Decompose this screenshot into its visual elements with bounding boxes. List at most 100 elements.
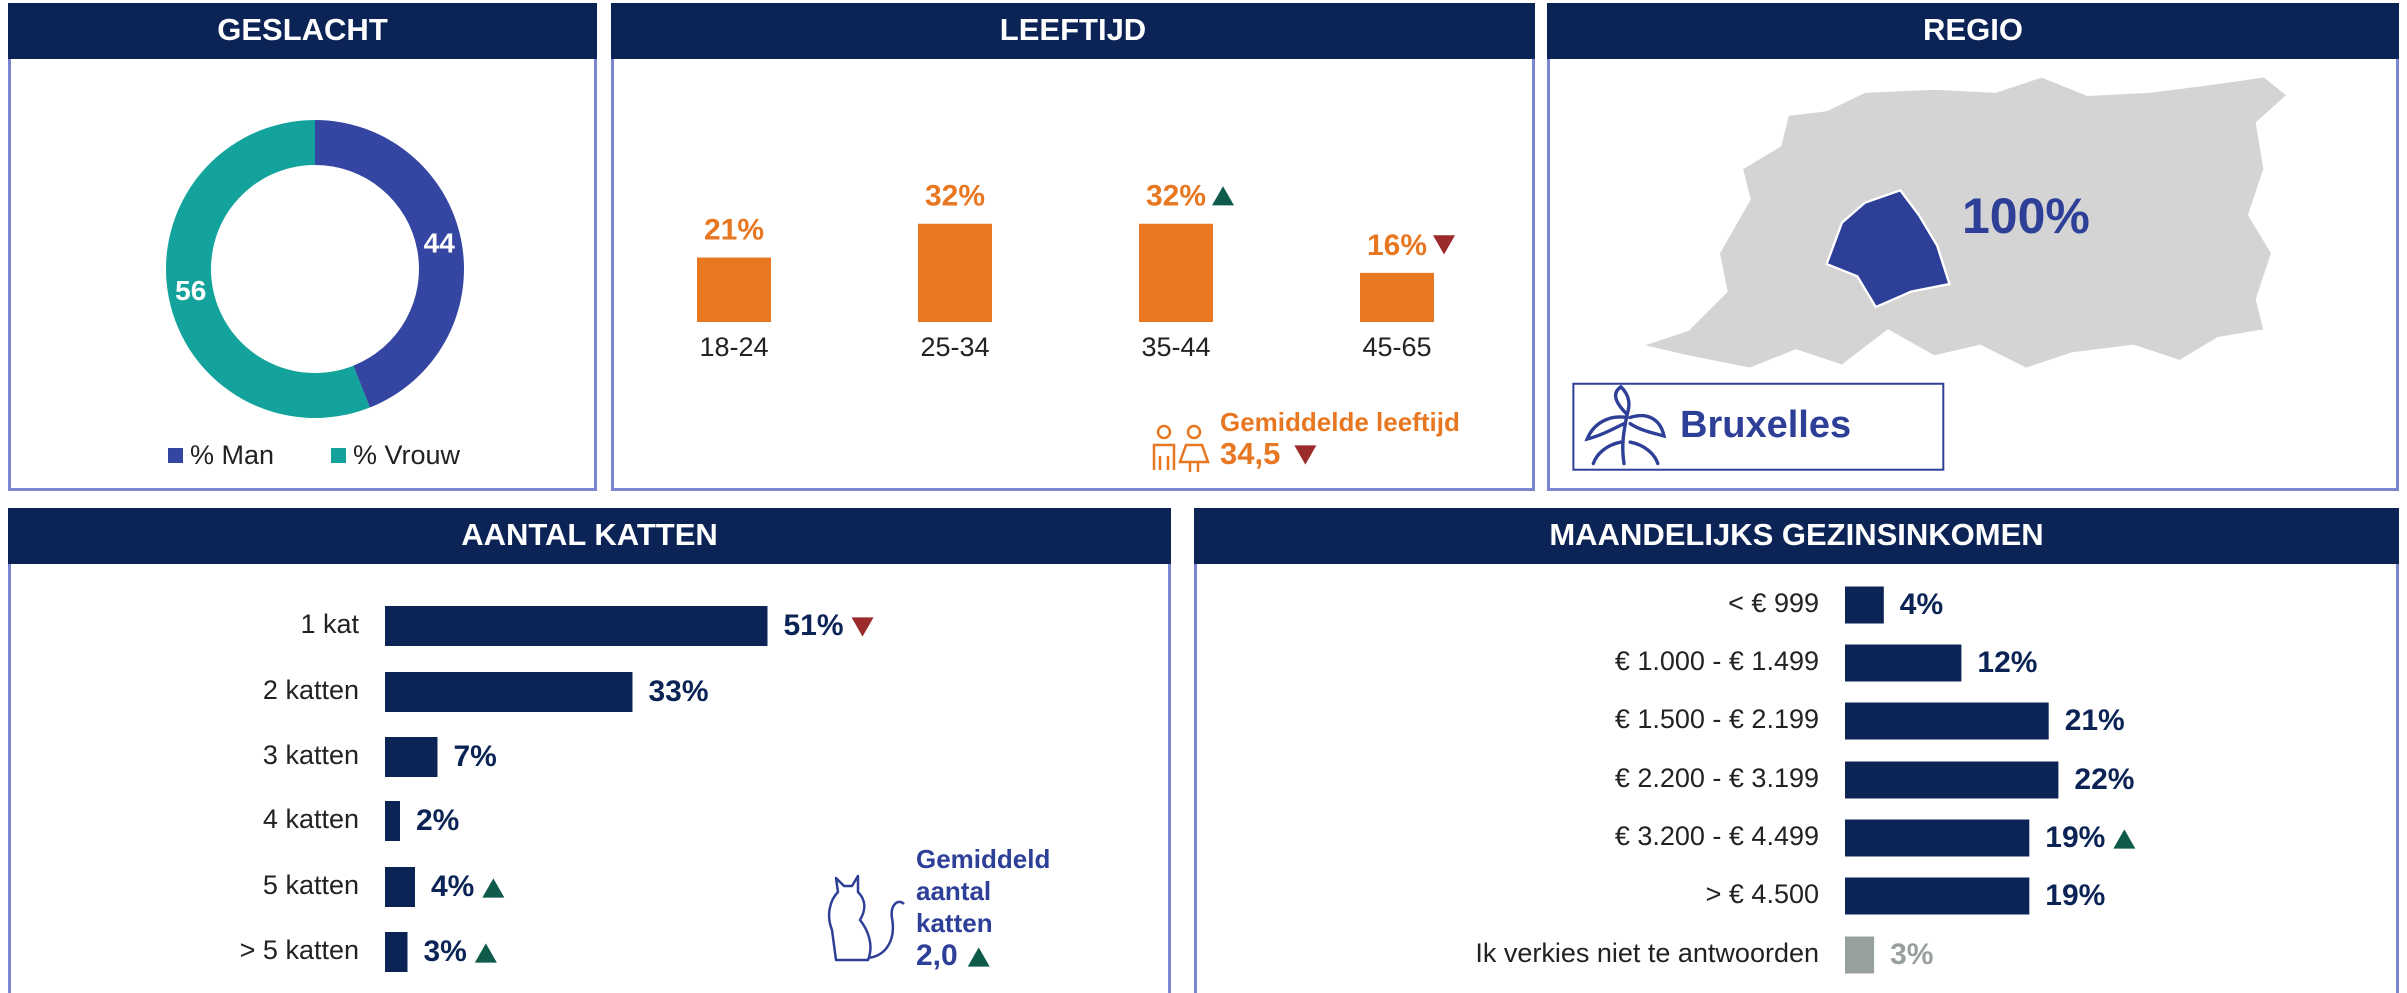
category-label: < € 999 xyxy=(1728,588,1819,618)
bar xyxy=(1360,272,1434,322)
panel xyxy=(8,508,1171,993)
trend-up xyxy=(482,878,505,898)
value-label: 19% xyxy=(2045,879,2105,912)
bar xyxy=(1845,877,2030,915)
brussels-shape xyxy=(1825,188,1951,309)
bar xyxy=(1845,644,1962,682)
value-label: 4% xyxy=(431,870,474,903)
category-label: 3 katten xyxy=(263,740,359,770)
legend-label: % Vrouw xyxy=(353,440,461,470)
legend-swatch xyxy=(168,448,183,463)
category-label: 1 kat xyxy=(300,609,359,639)
annotation-text: Gemiddeld aantal katten xyxy=(916,844,1050,938)
panel-header xyxy=(8,508,1171,564)
value-label: 3% xyxy=(1890,938,1933,971)
legend-swatch xyxy=(331,448,346,463)
trend-down xyxy=(1433,235,1456,255)
donut-label: 44 xyxy=(424,228,456,259)
belgium-shape xyxy=(1639,75,2289,370)
annotation-value: 2,0 xyxy=(916,939,958,972)
panel-title: LEEFTIJD xyxy=(1000,12,1146,47)
value-label: 33% xyxy=(649,675,709,708)
value-label: 51% xyxy=(784,609,844,642)
region-label: Bruxelles xyxy=(1680,404,1851,446)
category-label: 35-44 xyxy=(1141,332,1210,362)
iris-icon xyxy=(1584,384,1667,466)
legend-label: % Man xyxy=(190,440,274,470)
bar xyxy=(385,932,408,972)
region-map xyxy=(1572,75,2289,471)
donut-segment xyxy=(166,120,370,418)
panel-header xyxy=(1194,508,2399,564)
bar xyxy=(385,606,768,646)
category-label: 4 katten xyxy=(263,804,359,834)
bar xyxy=(1845,936,1875,974)
value-label: 4% xyxy=(1900,588,1943,621)
bar xyxy=(1845,761,2059,799)
icon-part xyxy=(1186,424,1202,440)
value-label: 12% xyxy=(1977,646,2037,679)
trend-up xyxy=(967,947,990,967)
annotation-value: 34,5 xyxy=(1220,436,1280,471)
category-label: € 3.200 - € 4.499 xyxy=(1615,821,1819,851)
value-label: 21% xyxy=(704,213,764,246)
value-label: 3% xyxy=(424,935,467,968)
annotation-line: katten xyxy=(916,908,993,938)
bar xyxy=(1139,223,1213,322)
map-value: 100% xyxy=(1962,188,2090,244)
icon-part xyxy=(1178,443,1210,472)
panel-header xyxy=(8,3,597,59)
category-label: 18-24 xyxy=(699,332,768,362)
cat-icon xyxy=(827,874,905,962)
bar xyxy=(385,672,633,712)
bar xyxy=(1845,586,1884,624)
annotation-line: Gemiddeld xyxy=(916,844,1050,874)
bar xyxy=(385,737,438,777)
panel xyxy=(1194,508,2399,993)
value-label: 16% xyxy=(1367,229,1427,262)
category-label: Ik verkies niet te antwoorden xyxy=(1475,938,1819,968)
bar xyxy=(918,223,992,322)
donut-segment xyxy=(315,120,465,408)
donut-label: 56 xyxy=(175,275,206,306)
panel-title: AANTAL KATTEN xyxy=(461,517,718,552)
icon-part xyxy=(1152,443,1176,470)
bar xyxy=(697,257,771,322)
annotation-text: Gemiddelde leeftijd xyxy=(1220,407,1460,437)
value-label: 32% xyxy=(1146,180,1206,213)
panel-title: GESLACHT xyxy=(217,12,388,47)
value-label: 19% xyxy=(2045,821,2105,854)
panel-title: MAANDELIJKS GEZINSINKOMEN xyxy=(1549,517,2043,552)
category-label: 2 katten xyxy=(263,675,359,705)
value-label: 21% xyxy=(2065,704,2125,737)
map-layer xyxy=(1572,75,2289,471)
category-label: 5 katten xyxy=(263,870,359,900)
category-label: 25-34 xyxy=(920,332,989,362)
panel-title: REGIO xyxy=(1923,12,2023,47)
category-label: > € 4.500 xyxy=(1706,879,1819,909)
category-label: € 1.500 - € 2.199 xyxy=(1615,704,1819,734)
bar xyxy=(1845,819,2030,857)
bar xyxy=(385,801,400,841)
trend-down xyxy=(1294,445,1317,465)
icon-part xyxy=(1156,424,1172,440)
category-label: € 1.000 - € 1.499 xyxy=(1615,646,1819,676)
people-icon xyxy=(1152,424,1210,472)
value-label: 32% xyxy=(925,180,985,213)
trend-up xyxy=(1212,186,1235,206)
trend-down xyxy=(851,617,874,637)
panel-header xyxy=(611,3,1535,59)
bar xyxy=(385,867,415,907)
value-label: 7% xyxy=(454,740,497,773)
value-label: 22% xyxy=(2074,763,2134,796)
category-label: 45-65 xyxy=(1362,332,1431,362)
panel-header xyxy=(1547,3,2399,59)
category-label: € 2.200 - € 3.199 xyxy=(1615,763,1819,793)
trend-up xyxy=(474,943,497,963)
trend-up xyxy=(2113,829,2136,849)
panel xyxy=(611,3,1535,491)
category-label: > 5 katten xyxy=(240,935,359,965)
value-label: 2% xyxy=(416,804,459,837)
